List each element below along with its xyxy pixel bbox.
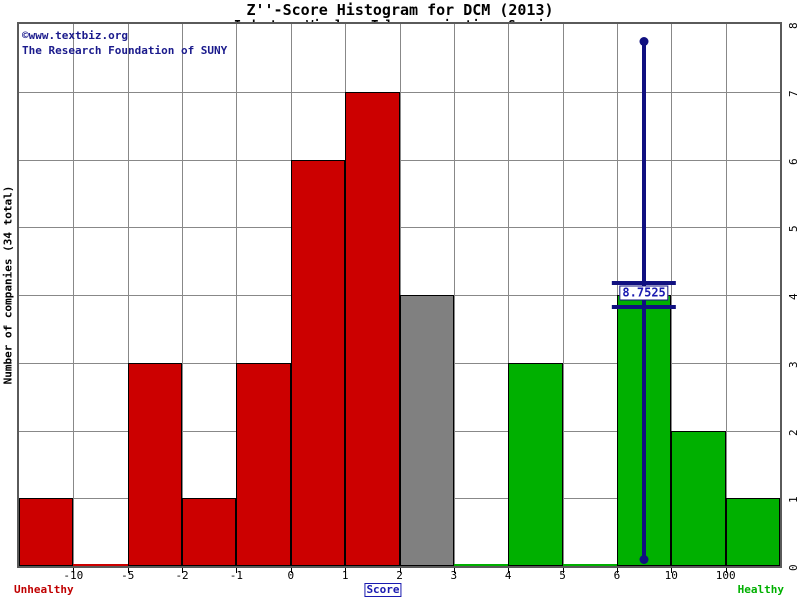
y-axis-tick-label: 6 — [787, 157, 800, 165]
y-axis-tick-label: 1 — [787, 496, 800, 504]
y-axis-tick-label: 5 — [787, 225, 800, 233]
x-axis-tick-label: -5 — [121, 569, 135, 582]
y-axis-title-text: Number of companies (34 total) — [1, 185, 15, 385]
histogram-bar — [19, 498, 73, 566]
x-axis-tick-label: 6 — [613, 569, 621, 582]
histogram-bar — [454, 564, 508, 566]
y-axis-tick-label: 8 — [787, 22, 800, 29]
x-axis-tick-label: 100 — [715, 569, 736, 582]
gridline-vertical — [454, 24, 455, 566]
unhealthy-axis-label: Unhealthy — [14, 583, 74, 596]
y-axis-tick-label: 7 — [787, 90, 800, 97]
x-axis-tick-label: 4 — [504, 569, 512, 582]
y-axis-tick-label: 0 — [787, 564, 800, 571]
x-axis-tick-mark — [127, 568, 129, 573]
score-marker-bracket — [611, 281, 677, 286]
x-axis-tick-label: -1 — [229, 569, 244, 582]
x-axis-tick-label: -2 — [175, 569, 189, 582]
x-axis-tick-label: 0 — [287, 569, 295, 582]
gridline-vertical — [182, 24, 183, 566]
score-marker-dot-bottom — [639, 555, 649, 565]
x-axis-tick-mark — [616, 568, 618, 573]
y-axis-tick-label: 3 — [787, 361, 800, 368]
histogram-bar — [345, 91, 400, 566]
copyright-line-2: The Research Foundation of SUNY — [22, 44, 228, 57]
score-axis-label[interactable]: Score — [364, 583, 402, 597]
y-axis-title: Number of companies (34 total) — [0, 170, 16, 400]
x-axis-tick-label: 2 — [396, 569, 403, 582]
healthy-axis-label: Healthy — [737, 583, 784, 596]
histogram-bar — [128, 362, 182, 566]
x-axis-tick-mark — [671, 568, 673, 573]
score-marker-value-label[interactable]: 8.7525 — [619, 285, 669, 301]
x-axis-tick-label: 5 — [559, 569, 566, 582]
chart-title: Z''-Score Histogram for DCM (2013) — [246, 1, 554, 19]
y-axis-tick-label: 2 — [787, 428, 800, 436]
gridline-vertical — [236, 24, 237, 566]
copyright-line-1: ©www.textbiz.org — [22, 29, 128, 42]
plot-area: 8.7525 — [17, 22, 782, 568]
x-axis-tick-mark — [290, 568, 292, 573]
copyright-watermark: ©www.textbiz.org The Research Foundation … — [22, 28, 227, 58]
histogram-bar — [400, 295, 454, 566]
histogram-bar — [508, 362, 563, 566]
gridline-vertical — [563, 24, 564, 566]
score-marker-dot-top — [639, 36, 649, 46]
histogram-bar — [726, 498, 780, 566]
gridline-vertical — [671, 24, 672, 566]
x-axis-tick-mark — [453, 568, 455, 573]
x-axis-tick-mark — [345, 568, 347, 573]
histogram-bar — [182, 498, 236, 566]
y-axis-tick-label: 4 — [787, 293, 800, 300]
gridline-vertical — [726, 24, 727, 566]
x-axis-tick-mark — [508, 568, 510, 573]
x-axis-tick-mark — [399, 568, 401, 573]
histogram-bar — [671, 430, 726, 566]
x-axis-tick-label: -10 — [63, 569, 84, 582]
x-axis-tick-mark — [725, 568, 727, 573]
gridline-vertical — [128, 24, 129, 566]
gridline-vertical — [508, 24, 509, 566]
histogram-bar — [73, 564, 128, 566]
x-axis-tick-label: 1 — [341, 569, 349, 582]
histogram-bar — [236, 362, 291, 566]
histogram-bar — [291, 159, 345, 566]
gridline-vertical — [73, 24, 74, 566]
x-axis-tick-mark — [236, 568, 238, 573]
x-axis-tick-mark — [562, 568, 564, 573]
histogram-bar — [563, 564, 617, 566]
score-marker-bracket — [611, 305, 677, 310]
x-axis-tick-mark — [182, 568, 184, 573]
x-axis-tick-label: 3 — [450, 569, 458, 582]
x-axis-tick-mark — [73, 568, 75, 573]
x-axis-tick-label: 10 — [664, 569, 678, 582]
